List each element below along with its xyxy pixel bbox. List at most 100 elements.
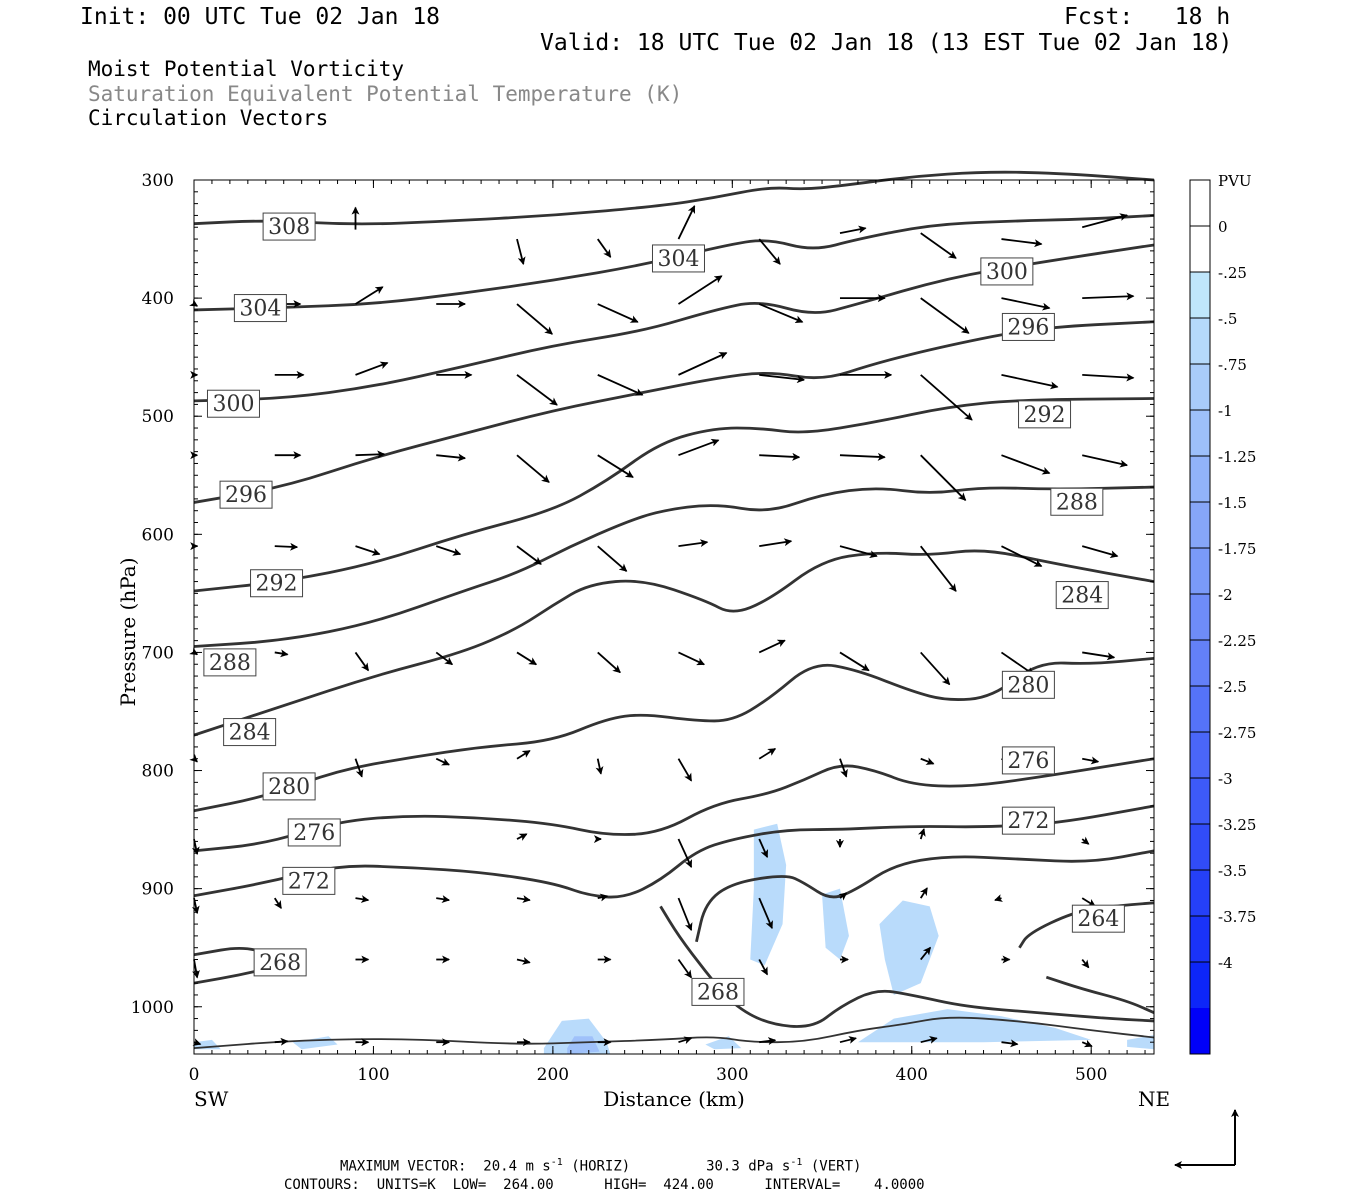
circulation-vector [597, 454, 634, 478]
circulation-vector [1080, 836, 1090, 845]
contour-label: 268 [259, 951, 301, 976]
circulation-vector [678, 1036, 693, 1045]
circulation-vector [355, 450, 386, 459]
circulation-vector [1001, 297, 1051, 311]
circulation-vector [838, 892, 848, 901]
contour-label: 292 [256, 572, 298, 597]
circulation-vector [516, 238, 526, 266]
circulation-vector [1001, 373, 1059, 390]
circulation-vector [273, 897, 282, 909]
forecast-hour: Fcst: 18 h [1064, 4, 1231, 30]
contour-label-box [206, 389, 260, 418]
colorbar-label: -3.75 [1218, 908, 1256, 926]
circulation-vector [516, 303, 553, 335]
circulation-vector [758, 959, 769, 976]
contour-label-box [253, 948, 307, 977]
y-tick-label: 500 [142, 407, 174, 427]
circulation-vector [597, 238, 612, 258]
circulation-vector [1082, 373, 1135, 382]
contour-label: 284 [229, 721, 271, 746]
contour-label-box [203, 648, 257, 677]
circulation-vector [920, 946, 932, 961]
circulation-vector [597, 303, 639, 323]
circulation-vector [1082, 292, 1135, 301]
circulation-vector [597, 651, 621, 674]
max-vector-vert-tail: (VERT) [802, 1158, 862, 1175]
axes: 0 100 200 300 400 500 300 400 500 600 700 800 900 100… [131, 171, 1154, 1085]
colorbar-swatch [1190, 778, 1210, 825]
circulation-vector [919, 887, 928, 899]
contour-label-box [223, 718, 277, 747]
contour-label-box [1001, 806, 1055, 835]
circulation-vector [1081, 545, 1119, 559]
circulation-vector [839, 651, 870, 672]
theta-es-contour-308 [193, 170, 1155, 226]
mpv-region [879, 900, 939, 995]
max-vector-horiz-tail: (HORIZ) [562, 1158, 631, 1175]
contour-label: 300 [212, 392, 254, 417]
max-vector-horiz-sup: -1 [550, 1157, 563, 1168]
circulation-vector [597, 893, 609, 902]
contour-label: 296 [225, 483, 267, 508]
circulation-vector [354, 758, 364, 778]
y-tick-label: 600 [142, 525, 174, 545]
circulation-vector [274, 542, 299, 551]
field-title-vectors: Circulation Vectors [88, 106, 329, 130]
mpv-shading [194, 823, 1154, 1054]
circulation-vector [1082, 756, 1100, 765]
mpv-region [1127, 1035, 1154, 1050]
colorbar-swatch [1190, 594, 1210, 641]
contour-label: 308 [268, 215, 310, 240]
colorbar-swatch [1190, 548, 1210, 595]
circulation-vector [274, 649, 289, 658]
circulation-vector [994, 894, 1003, 902]
contour-label: 280 [1007, 673, 1049, 698]
colorbar-swatch [1190, 1008, 1210, 1055]
contour-label-box [1001, 312, 1055, 341]
theta-es-contour-272 [193, 804, 1155, 899]
colorbar-label: -3.5 [1218, 862, 1247, 880]
colorbar-label: -2.75 [1218, 724, 1256, 742]
y-tick-label: 700 [142, 643, 174, 663]
circulation-vector [920, 454, 967, 501]
colorbar-swatch [1190, 824, 1210, 871]
circulation-vector [678, 438, 720, 457]
colorbar-label: 0 [1218, 218, 1228, 236]
circulation-vector [1082, 454, 1129, 468]
colorbar-label: -1.5 [1218, 494, 1247, 512]
contour-label: 272 [1007, 809, 1049, 834]
circulation-vector [435, 545, 462, 556]
colorbar-label: -3.25 [1218, 816, 1256, 834]
circulation-vector [1001, 454, 1051, 475]
colorbar-label: -2.5 [1218, 678, 1247, 696]
circulation-vector [597, 545, 628, 572]
circulation-vector [920, 545, 957, 592]
contour-label: 288 [209, 651, 251, 676]
circulation-vector [355, 545, 381, 556]
contour-label: 268 [697, 980, 739, 1005]
contour-label-box [1050, 487, 1104, 516]
colorbar-swatch [1190, 364, 1210, 411]
contour-label-box [262, 772, 316, 801]
circulation-vector [677, 758, 693, 782]
circulation-vector [677, 275, 723, 305]
colorbar-swatch [1190, 180, 1210, 227]
x-tick-label: 100 [357, 1065, 389, 1085]
mpv-region [567, 1036, 600, 1054]
x-tick-label: 200 [537, 1065, 569, 1085]
sw-end-label: SW [194, 1087, 229, 1111]
colorbar-label: -1.75 [1218, 540, 1256, 558]
circulation-vector [678, 352, 728, 376]
contour-label: 272 [288, 869, 330, 894]
circulation-vector [355, 895, 370, 903]
circulation-vector [1001, 238, 1043, 248]
circulation-vector [839, 452, 886, 461]
theta-es-contour-276 [193, 757, 1155, 853]
max-vector-vert: 30.3 dPa s [706, 1158, 791, 1175]
contour-label-box [1001, 670, 1055, 699]
circulation-vector [516, 651, 538, 666]
circulation-vector [435, 651, 454, 666]
circulation-vector [758, 303, 804, 324]
circulation-vector [677, 897, 693, 932]
contour-label-box [1055, 581, 1109, 610]
